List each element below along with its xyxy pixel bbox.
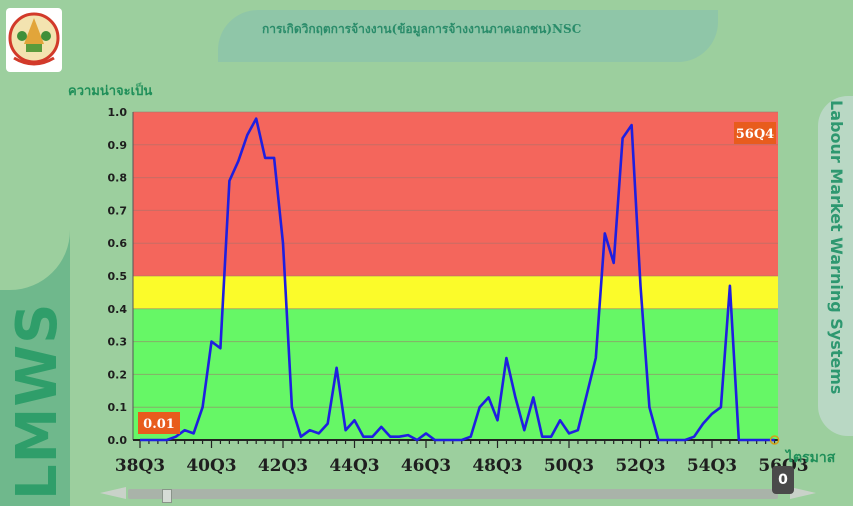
y-tick-label: 0.1 <box>108 401 128 414</box>
x-axis-label: ไตรมาส <box>786 447 835 469</box>
x-tick-label: 48Q3 <box>472 456 522 476</box>
x-tick-label: 42Q3 <box>258 456 308 476</box>
scroll-thumb[interactable] <box>162 489 172 503</box>
x-tick-label: 54Q3 <box>687 456 737 476</box>
y-tick-label: 0.6 <box>108 237 128 250</box>
x-tick-label: 40Q3 <box>186 456 236 476</box>
badge-label: 0.01 <box>143 417 175 432</box>
y-tick-label: 0.4 <box>108 303 128 316</box>
x-tick-label: 44Q3 <box>329 456 379 476</box>
x-tick-label: 46Q3 <box>401 456 451 476</box>
y-tick-label: 1.0 <box>108 106 128 119</box>
scroll-track[interactable] <box>128 489 778 499</box>
zone-band-1 <box>133 276 778 309</box>
time-scrollbar[interactable] <box>100 486 820 500</box>
x-tick-label: 38Q3 <box>115 456 165 476</box>
counter-badge: 0 <box>772 466 794 494</box>
x-tick-label: 50Q3 <box>544 456 594 476</box>
y-tick-label: 0.0 <box>108 434 128 447</box>
y-tick-label: 0.8 <box>108 172 128 185</box>
y-tick-label: 0.7 <box>108 204 128 217</box>
y-tick-label: 0.5 <box>108 270 128 283</box>
badge-label: 56Q4 <box>736 127 774 142</box>
scroll-left-arrow-icon[interactable] <box>100 487 126 499</box>
y-tick-label: 0.2 <box>108 368 128 381</box>
x-tick-label: 52Q3 <box>615 456 665 476</box>
y-tick-label: 0.3 <box>108 336 128 349</box>
y-tick-label: 0.9 <box>108 139 128 152</box>
